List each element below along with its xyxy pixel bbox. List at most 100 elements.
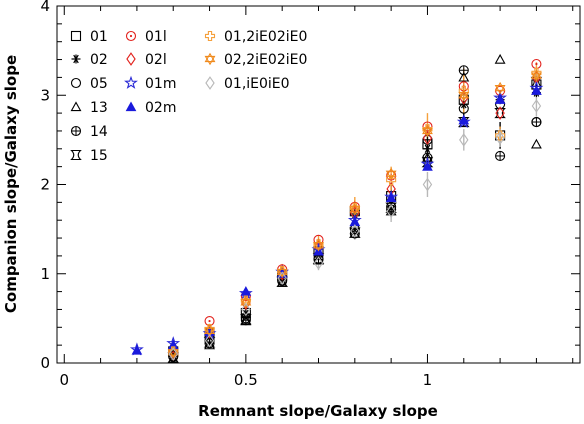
data-point-down [458, 92, 470, 102]
data-point [458, 65, 469, 76]
legend-marker [204, 52, 216, 66]
data-point-up [385, 167, 397, 177]
data-point [422, 124, 433, 138]
data-point-up [276, 265, 288, 276]
legend-label: 02 [90, 52, 108, 68]
data-point-down [313, 242, 324, 252]
legend-label: 02m [145, 100, 176, 116]
data-point-ring [422, 121, 433, 132]
legend-marker [204, 30, 216, 42]
data-point [458, 71, 470, 82]
legend-entry: 02l [126, 52, 167, 68]
data-point [531, 85, 542, 95]
data-point [386, 174, 397, 186]
data-point [385, 192, 397, 202]
x-tick-label: 1 [423, 371, 433, 389]
data-point [458, 88, 470, 102]
data-point [313, 256, 324, 270]
legend-marker-dot [129, 34, 133, 38]
legend-label: 01l [145, 29, 167, 45]
x-axis-label: Remnant slope/Galaxy slope [198, 402, 438, 420]
data-point-up [494, 81, 506, 92]
plot-frame [56, 5, 581, 364]
data-point [530, 69, 542, 82]
data-points [129, 53, 544, 363]
data-point-up [349, 203, 361, 213]
data-point-up [458, 88, 470, 99]
legend-marker [70, 149, 82, 161]
data-point [495, 131, 505, 145]
data-point [240, 296, 252, 309]
legend-marker [70, 77, 82, 89]
legend-entry: 02,2iE02iE0 [204, 52, 307, 68]
legend-label: 02,2iE02iE0 [224, 52, 307, 68]
legend-marker [70, 30, 82, 42]
legend-label: 01,iE0iE0 [224, 76, 290, 92]
legend-entry: 01l [125, 29, 167, 45]
legend-marker [125, 101, 137, 112]
data-point [240, 286, 252, 296]
data-point [385, 167, 397, 181]
data-point [495, 106, 505, 120]
data-point [494, 53, 506, 64]
data-point-up [204, 324, 215, 335]
legend-entry: 02 [71, 52, 108, 68]
data-point [422, 161, 433, 171]
legend-marker-up [204, 52, 216, 63]
legend-label: 05 [90, 76, 108, 92]
legend-label: 01,2iE02iE0 [224, 29, 307, 45]
data-point-down [240, 299, 252, 309]
data-point [240, 314, 252, 325]
legend-marker [124, 75, 138, 89]
legend-entry: 01 [70, 29, 108, 45]
legend-marker [125, 30, 137, 42]
data-point-dot [208, 319, 211, 323]
legend-label: 01m [145, 76, 176, 92]
y-tick-label: 1 [40, 265, 50, 283]
data-point-down [349, 206, 361, 216]
data-point-dot [535, 62, 538, 66]
legend-label: 02l [145, 52, 167, 68]
legend-marker [70, 125, 82, 137]
x-tick-label: 0.5 [234, 371, 258, 389]
legend-entry: 01m [124, 75, 176, 92]
data-point-down [167, 349, 179, 359]
legend-entry: 02m [125, 100, 176, 116]
data-point [131, 344, 143, 355]
data-point-dot [172, 351, 175, 354]
legend-label: 14 [90, 124, 108, 140]
data-point [494, 81, 506, 95]
legend-marker [205, 76, 215, 90]
data-point-down [276, 268, 288, 279]
data-point [385, 205, 397, 216]
data-point [459, 133, 469, 147]
data-point [350, 224, 360, 238]
data-point [531, 116, 542, 128]
data-point [495, 150, 506, 161]
data-point [494, 108, 506, 119]
data-point-down [204, 327, 215, 338]
y-tick-label: 2 [40, 176, 50, 194]
legend-entry: 01,2iE02iE0 [204, 29, 307, 45]
data-point-down [530, 72, 542, 82]
legend-entry: 05 [70, 76, 108, 92]
data-point-down [422, 127, 433, 138]
data-point [494, 94, 506, 104]
data-point [422, 144, 432, 154]
data-point [277, 271, 287, 286]
data-point [385, 202, 397, 213]
legend-marker-down [204, 55, 216, 66]
axis-ticks [57, 5, 580, 364]
data-point-up [530, 69, 542, 79]
y-tick-label: 4 [40, 0, 50, 15]
legend: 01 02 05 13 14 15 01l 02l 01m 02m 01,2iE02iE0 02,2i… [70, 29, 307, 164]
data-point-down [385, 170, 397, 181]
legend-entry: 13 [70, 100, 108, 116]
data-point-up [313, 238, 324, 249]
data-point [204, 324, 215, 338]
legend-entry: 01,iE0iE0 [205, 76, 290, 92]
series-01,iE0iE0 [168, 99, 542, 361]
data-point [241, 302, 251, 317]
